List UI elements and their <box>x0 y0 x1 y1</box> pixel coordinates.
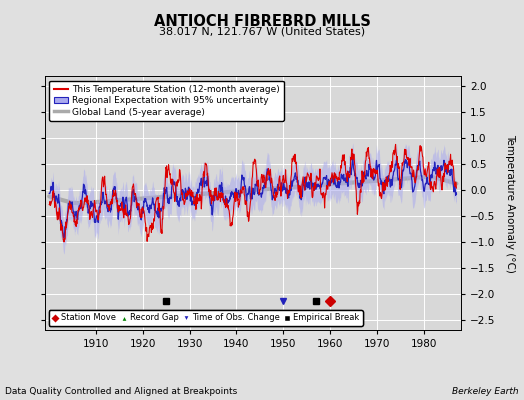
Legend: Station Move, Record Gap, Time of Obs. Change, Empirical Break: Station Move, Record Gap, Time of Obs. C… <box>49 310 363 326</box>
Y-axis label: Temperature Anomaly (°C): Temperature Anomaly (°C) <box>505 134 515 272</box>
Text: 38.017 N, 121.767 W (United States): 38.017 N, 121.767 W (United States) <box>159 26 365 36</box>
Text: Berkeley Earth: Berkeley Earth <box>452 387 519 396</box>
Text: ANTIOCH FIBREBRD MILLS: ANTIOCH FIBREBRD MILLS <box>154 14 370 29</box>
Text: Data Quality Controlled and Aligned at Breakpoints: Data Quality Controlled and Aligned at B… <box>5 387 237 396</box>
